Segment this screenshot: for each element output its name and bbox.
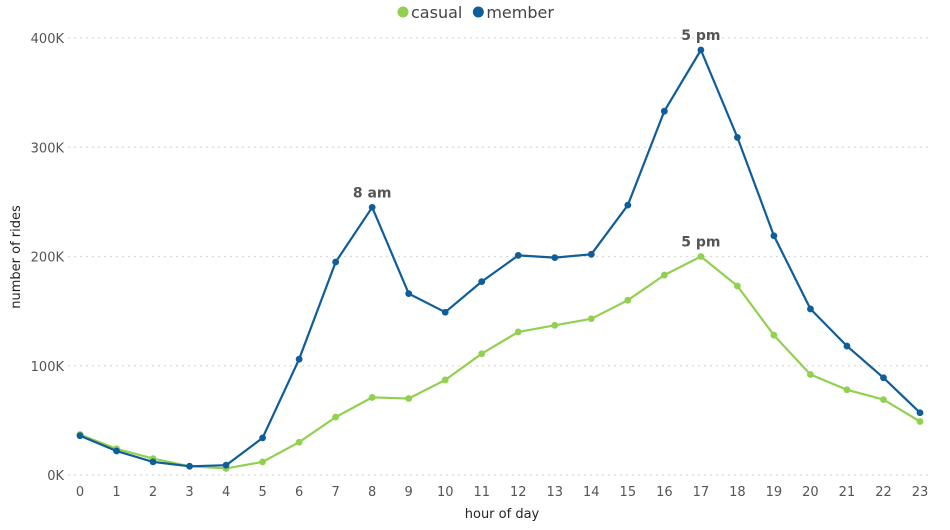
data-point[interactable]: [843, 386, 851, 394]
data-point[interactable]: [807, 371, 814, 378]
data-point[interactable]: [441, 376, 449, 384]
data-point[interactable]: [222, 461, 230, 469]
annotations: 8 am 5 pm 5 pm: [353, 28, 721, 250]
x-tick-label: 10: [437, 485, 454, 500]
data-point[interactable]: [843, 342, 851, 350]
data-point[interactable]: [770, 331, 778, 339]
data-point[interactable]: [551, 254, 559, 261]
annotation-label: 8 am: [353, 185, 392, 201]
x-tick-label: 11: [473, 485, 490, 500]
x-tick-label: 2: [149, 485, 157, 500]
data-point[interactable]: [624, 201, 632, 209]
legend[interactable]: casual member: [397, 3, 555, 22]
legend-label: casual: [411, 3, 462, 22]
data-point[interactable]: [259, 458, 267, 466]
legend-item[interactable]: casual: [397, 3, 463, 22]
data-point[interactable]: [113, 447, 120, 455]
y-tick-label: 100K: [31, 360, 65, 375]
x-tick-label: 3: [185, 485, 193, 500]
data-point[interactable]: [660, 107, 668, 115]
data-point[interactable]: [807, 305, 814, 313]
data-point[interactable]: [624, 296, 632, 304]
legend-label: member: [486, 3, 554, 22]
legend-marker: [472, 6, 484, 18]
legend-marker: [397, 6, 409, 18]
x-tick-label: 20: [802, 485, 819, 500]
data-point[interactable]: [587, 250, 595, 258]
data-point[interactable]: [551, 321, 559, 329]
data-point[interactable]: [405, 395, 413, 402]
x-tick-label: 19: [766, 485, 783, 500]
x-tick-label: 13: [547, 485, 564, 500]
data-point[interactable]: [880, 374, 887, 382]
x-axis-ticks: 0 1 2 3 4 5 6 7 8 9 10 11 12 13 14 15 16 17 18 19 20 21 22 23: [76, 485, 928, 500]
y-axis-title: number of rides: [9, 205, 24, 309]
y-tick-label: 0K: [47, 469, 64, 484]
x-tick-label: 0: [76, 485, 84, 500]
data-point[interactable]: [332, 258, 340, 266]
data-point[interactable]: [514, 328, 522, 336]
data-point[interactable]: [587, 315, 595, 323]
data-point[interactable]: [733, 134, 741, 141]
data-point[interactable]: [697, 253, 705, 260]
x-tick-label: 21: [839, 485, 856, 500]
data-point[interactable]: [733, 282, 741, 290]
x-tick-label: 23: [912, 485, 929, 500]
data-point[interactable]: [295, 438, 303, 446]
data-point[interactable]: [478, 278, 486, 286]
data-point[interactable]: [332, 413, 340, 421]
data-point[interactable]: [478, 350, 486, 358]
x-tick-label: 18: [729, 485, 746, 500]
series-casual: [76, 253, 924, 472]
y-tick-label: 400K: [31, 32, 65, 47]
data-point[interactable]: [186, 462, 193, 470]
data-point[interactable]: [149, 458, 157, 466]
data-point[interactable]: [405, 290, 413, 298]
gridlines: [68, 37, 932, 476]
data-point[interactable]: [259, 434, 267, 442]
data-point[interactable]: [916, 418, 924, 425]
x-tick-label: 15: [620, 485, 637, 500]
y-tick-label: 300K: [31, 141, 65, 156]
series-line: [79, 255, 921, 470]
x-tick-label: 9: [405, 485, 413, 500]
data-point[interactable]: [880, 396, 887, 404]
x-tick-label: 22: [875, 485, 892, 500]
y-tick-label: 200K: [31, 251, 65, 266]
data-point[interactable]: [368, 203, 376, 211]
annotation-label: 5 pm: [681, 235, 720, 251]
data-point[interactable]: [770, 232, 778, 240]
x-tick-label: 5: [258, 485, 266, 500]
x-tick-label: 14: [583, 485, 600, 500]
data-point[interactable]: [916, 409, 924, 417]
x-axis-title: hour of day: [465, 507, 540, 522]
data-point[interactable]: [697, 46, 705, 54]
annotation-label: 5 pm: [681, 28, 720, 44]
data-point[interactable]: [368, 394, 376, 401]
series: [76, 46, 924, 472]
x-tick-label: 17: [693, 485, 710, 500]
x-tick-label: 4: [222, 485, 230, 500]
x-tick-label: 12: [510, 485, 527, 500]
x-tick-label: 6: [295, 485, 303, 500]
x-tick-label: 8: [368, 485, 376, 500]
data-point[interactable]: [441, 308, 449, 316]
data-point[interactable]: [660, 271, 668, 279]
legend-item[interactable]: member: [472, 3, 555, 22]
series-member: [76, 46, 924, 470]
y-axis-ticks: 0K 100K 200K 300K 400K: [31, 32, 65, 484]
data-point[interactable]: [295, 355, 303, 363]
data-point[interactable]: [514, 252, 522, 259]
x-tick-label: 7: [332, 485, 340, 500]
data-point[interactable]: [76, 432, 84, 440]
x-tick-label: 1: [112, 485, 120, 500]
x-tick-label: 16: [656, 485, 673, 500]
series-line: [79, 48, 921, 468]
